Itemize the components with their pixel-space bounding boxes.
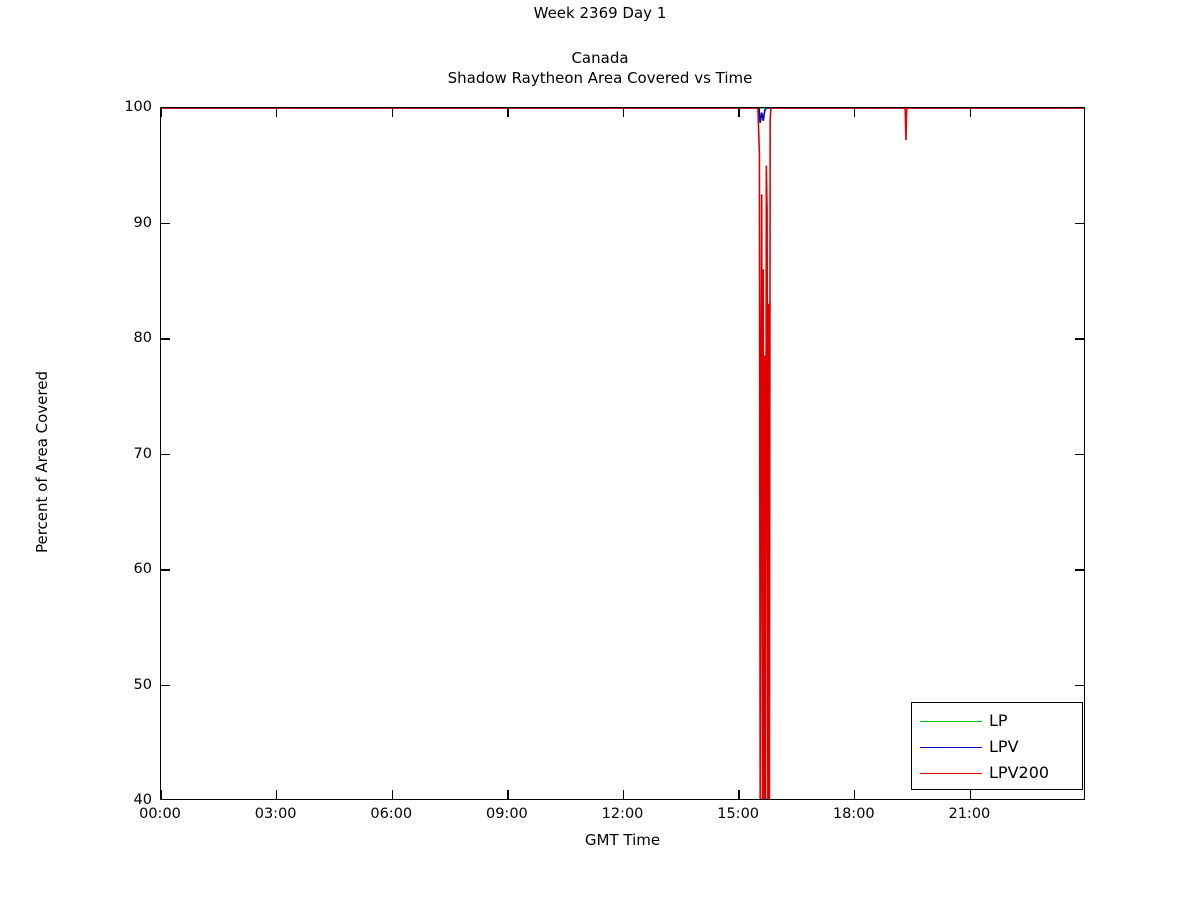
x-tick-top xyxy=(160,108,162,117)
x-tick xyxy=(275,790,278,799)
x-tick xyxy=(391,790,393,799)
x-tick-label: 18:00 xyxy=(832,806,875,822)
y-tick xyxy=(161,222,170,225)
y-tick-label: 40 xyxy=(133,792,152,808)
y-tick xyxy=(161,684,170,687)
x-tick xyxy=(507,790,509,799)
y-tick-right xyxy=(1075,338,1084,340)
x-tick xyxy=(854,790,856,799)
y-tick-label: 70 xyxy=(133,445,152,462)
legend-item[interactable]: LPV200 xyxy=(912,760,1082,786)
chart-title-line1: Canada xyxy=(571,49,629,67)
legend-item[interactable]: LP xyxy=(912,708,1082,734)
y-tick-label: 50 xyxy=(133,676,152,693)
x-tick-top xyxy=(854,108,856,117)
chart-legend: LP LPV LPV200 xyxy=(911,702,1083,790)
y-tick xyxy=(161,569,170,571)
y-tick-right xyxy=(1075,684,1084,687)
legend-item[interactable]: LPV xyxy=(912,734,1082,760)
x-tick-label: 03:00 xyxy=(254,806,297,822)
x-tick xyxy=(738,790,740,799)
x-tick-label: 09:00 xyxy=(485,806,528,822)
x-tick-top xyxy=(622,108,625,117)
x-tick-top xyxy=(969,108,972,117)
legend-label: LP xyxy=(989,711,1008,730)
legend-swatch-lpv xyxy=(920,746,982,748)
x-axis-title: GMT Time xyxy=(584,831,661,849)
y-tick-right xyxy=(1075,569,1084,571)
x-tick-label: 06:00 xyxy=(370,806,413,822)
x-tick-label: 12:00 xyxy=(601,806,644,822)
x-tick-top xyxy=(275,108,278,117)
series-line-lpv200 xyxy=(161,108,1084,799)
y-tick xyxy=(161,453,170,456)
legend-label: LPV xyxy=(989,737,1019,756)
chart-title: Canada Shadow Raytheon Area Covered vs T… xyxy=(0,48,1200,88)
chart-supertitle: Week 2369 Day 1 xyxy=(533,4,667,22)
plot-area xyxy=(160,107,1085,800)
series-line-lpv xyxy=(161,108,1084,123)
x-tick xyxy=(969,790,972,799)
plot-canvas xyxy=(161,108,1084,799)
y-axis-title: Percent of Area Covered xyxy=(33,370,51,554)
y-tick-label: 60 xyxy=(133,561,152,577)
x-tick-label: 15:00 xyxy=(717,806,760,822)
x-tick xyxy=(622,790,625,799)
x-tick-top xyxy=(507,108,509,117)
chart-title-line2: Shadow Raytheon Area Covered vs Time xyxy=(447,69,753,87)
y-tick-right xyxy=(1075,222,1084,225)
x-tick-label: 21:00 xyxy=(948,806,991,822)
y-tick-label: 80 xyxy=(133,330,152,346)
x-tick xyxy=(160,790,162,799)
y-tick-label: 90 xyxy=(133,214,152,231)
y-tick-label: 100 xyxy=(124,99,152,115)
y-tick xyxy=(161,338,170,340)
legend-swatch-lp xyxy=(920,720,982,722)
x-tick-top xyxy=(738,108,740,117)
x-tick-label: 00:00 xyxy=(139,806,181,822)
x-tick-top xyxy=(391,108,393,117)
legend-swatch-lpv200 xyxy=(920,772,982,774)
series-layer xyxy=(161,108,1084,799)
y-tick-right xyxy=(1075,453,1084,456)
legend-label: LPV200 xyxy=(989,763,1050,782)
